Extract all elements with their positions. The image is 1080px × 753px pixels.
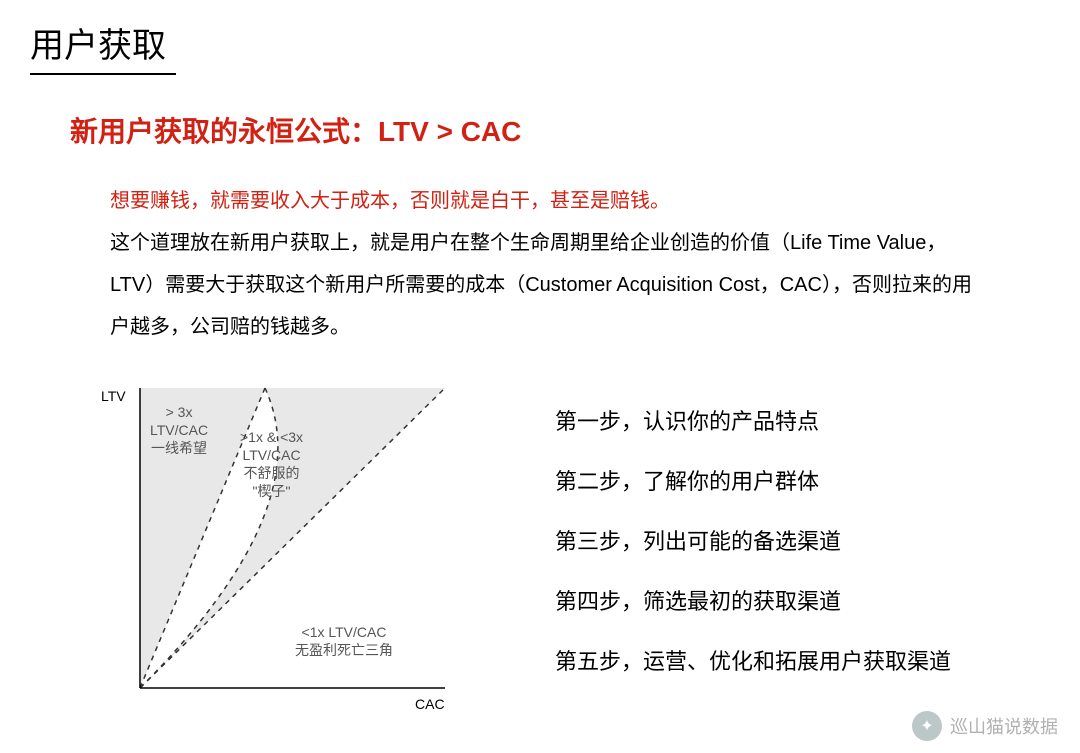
body-emphasis: 想要赚钱，就需要收入大于成本，否则就是白干，甚至是赔钱。 (110, 190, 670, 212)
body-main-text: 这个道理放在新用户获取上，就是用户在整个生命周期里给企业创造的价值（Life T… (110, 232, 972, 338)
step-item: 第四步，筛选最初的获取渠道 (555, 572, 1065, 632)
step-item: 第三步，列出可能的备选渠道 (555, 512, 1065, 572)
steps-list: 第一步，认识你的产品特点第二步，了解你的用户群体第三步，列出可能的备选渠道第四步… (555, 392, 1065, 692)
section-subtitle: 新用户获取的永恒公式：LTV > CAC (70, 110, 521, 150)
page-title: 用户获取 (30, 18, 176, 75)
watermark-text: 巡山猫说数据 (950, 713, 1058, 739)
chart-region-label: > 3xLTV/CAC一线希望 (150, 403, 208, 457)
body-paragraph: 想要赚钱，就需要收入大于成本，否则就是白干，甚至是赔钱。 这个道理放在新用户获取… (110, 180, 990, 348)
step-item: 第二步，了解你的用户群体 (555, 452, 1065, 512)
ltv-cac-chart: LTV CAC > 3xLTV/CAC一线希望 >1x & <3xLTV/CAC不… (95, 378, 495, 728)
chart-region-label: >1x & <3xLTV/CAC不舒服的"楔子" (240, 428, 303, 500)
y-axis-label: LTV (101, 388, 126, 404)
step-item: 第五步，运营、优化和拓展用户获取渠道 (555, 632, 1065, 692)
watermark-icon: ✦ (912, 711, 942, 741)
watermark: ✦ 巡山猫说数据 (912, 711, 1058, 741)
x-axis-label: CAC (415, 696, 445, 712)
step-item: 第一步，认识你的产品特点 (555, 392, 1065, 452)
chart-region-label: <1x LTV/CAC无盈利死亡三角 (295, 623, 393, 659)
